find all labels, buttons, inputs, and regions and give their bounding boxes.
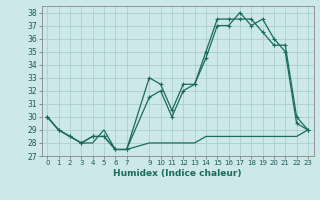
X-axis label: Humidex (Indice chaleur): Humidex (Indice chaleur) xyxy=(113,169,242,178)
